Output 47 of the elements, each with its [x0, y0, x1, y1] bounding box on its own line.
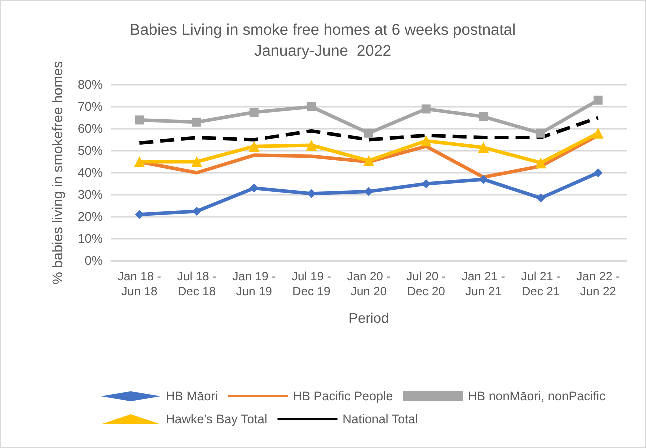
point: [422, 104, 431, 114]
point: [536, 194, 546, 203]
y-tick-label: 40%: [78, 166, 103, 180]
x-tick-label: Jan 22 - Jun 22: [576, 270, 620, 298]
legend-label: HB Pacific People: [293, 390, 394, 404]
point: [134, 156, 146, 168]
point: [364, 155, 374, 166]
point: [306, 140, 318, 151]
x-axis-title: Period: [348, 310, 390, 326]
y-tick-label: 30%: [78, 188, 103, 202]
point: [364, 187, 374, 196]
y-tick-label: 20%: [78, 210, 103, 224]
y-axis-title: % babies living in smokefree homes: [50, 61, 66, 285]
legend-label: Hawke's Bay Total: [166, 412, 268, 426]
y-tick-label: 0%: [84, 254, 103, 268]
point: [248, 141, 260, 152]
point: [594, 96, 603, 105]
x-tick-label: Jul 18 - Dec 18: [177, 270, 217, 298]
point: [594, 168, 603, 178]
point: [192, 118, 202, 127]
y-tick-label: 50%: [78, 144, 103, 158]
point: [364, 128, 374, 138]
y-tick-label: 80%: [78, 78, 103, 92]
point: [192, 156, 202, 168]
point: [592, 128, 604, 139]
legend-label: HB nonMāori, nonPacific: [468, 390, 606, 404]
y-tick-label: 70%: [78, 100, 103, 114]
point: [536, 128, 546, 138]
point: [478, 142, 490, 154]
point: [420, 136, 432, 147]
point: [307, 102, 316, 112]
x-tick-label: Jul 19 - Dec 19: [292, 270, 332, 298]
point: [479, 112, 488, 122]
x-tick-label: Jul 21 - Dec 21: [521, 270, 561, 298]
point: [536, 158, 546, 169]
point: [250, 108, 259, 117]
legend-label: HB Māori: [166, 390, 218, 404]
x-tick-label: Jul 20 - Dec 20: [406, 270, 446, 298]
x-tick-label: Jan 20 - Jun 20: [347, 270, 391, 298]
y-tick-label: 10%: [78, 232, 103, 246]
chart-title: Babies Living in smoke free homes at 6 weeks postnatal January-June 2022: [130, 22, 516, 60]
x-tick-label: Jan 19 - Jun 19: [232, 270, 276, 298]
x-tick-label: Jan 18 - Jun 18: [118, 270, 162, 298]
point: [135, 116, 144, 125]
legend-label: National Total: [342, 412, 418, 426]
x-tick-label: Jan 21 - Jun 21: [462, 270, 506, 298]
y-tick-label: 60%: [78, 122, 103, 136]
